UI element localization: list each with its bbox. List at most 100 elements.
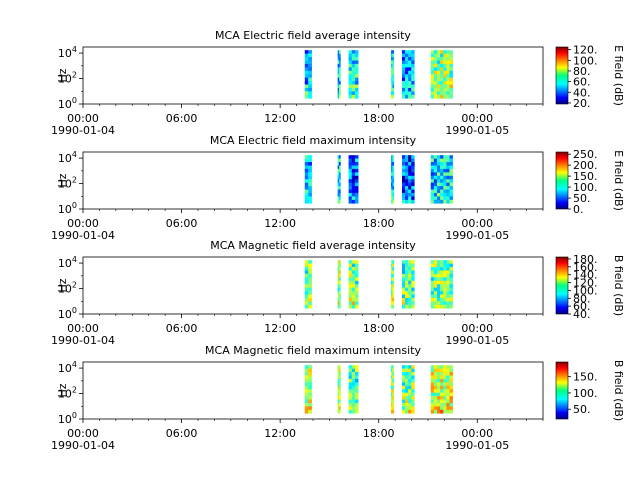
spectrogram-cell: [348, 199, 353, 204]
spectrogram-cell: [351, 375, 356, 380]
spectrogram-cell: [351, 199, 356, 204]
spectrogram-cell: [446, 189, 450, 194]
spectrogram-cell: [354, 378, 359, 383]
spectrogram-cell: [408, 399, 412, 404]
spectrogram-cell: [348, 402, 353, 407]
spectrogram-cell: [443, 175, 447, 180]
spectrogram-cell: [408, 186, 412, 190]
spectrogram-cell: [337, 301, 340, 306]
spectrogram-cell: [339, 378, 341, 383]
spectrogram-cell: [392, 192, 395, 197]
colorbar-tick-label: 0.: [573, 203, 584, 216]
spectrogram-cell: [351, 301, 356, 306]
spectrogram-cell: [339, 192, 341, 197]
spectrogram-cell: [430, 304, 435, 309]
x-tick-label: 00:00: [67, 322, 99, 335]
spectrogram-cell: [411, 389, 415, 393]
spectrogram-cell: [304, 196, 309, 201]
spectrogram-cell: [443, 182, 447, 187]
spectrogram-cell: [339, 63, 341, 68]
spectrogram-cell: [443, 260, 447, 264]
spectrogram-cell: [339, 172, 341, 177]
spectrogram-cell: [401, 50, 406, 54]
spectrogram-cell: [339, 392, 341, 397]
spectrogram-cell: [405, 168, 409, 173]
spectrogram-cell: [351, 60, 356, 65]
spectrogram-cell: [337, 186, 340, 190]
spectrogram-cell: [405, 196, 409, 201]
spectrogram-cell: [304, 280, 309, 285]
spectrogram-cell: [304, 50, 309, 54]
spectrogram-cell: [304, 94, 309, 99]
spectrogram-cell: [411, 182, 415, 187]
spectrogram-cell: [337, 179, 340, 183]
spectrogram-cell: [308, 263, 312, 268]
spectrogram-cell: [308, 67, 312, 72]
spectrogram-cell: [304, 294, 309, 299]
spectrogram-cell: [348, 399, 353, 404]
spectrogram-cell: [405, 50, 409, 54]
spectrogram-cell: [304, 270, 309, 275]
spectrogram-cell: [440, 260, 444, 264]
spectrogram-cell: [449, 284, 453, 288]
spectrogram-cell: [391, 91, 393, 96]
spectrogram-cell: [443, 304, 447, 309]
panel-3: MCA Magnetic field average intensity 100 1…: [51, 239, 625, 347]
spectrogram-cell: [411, 287, 415, 292]
spectrogram-cell: [304, 301, 309, 306]
spectrogram-cell: [449, 277, 453, 282]
spectrogram-cell: [443, 372, 447, 376]
spectrogram-cell: [392, 165, 395, 170]
x-date-label: 1990-01-05: [445, 124, 509, 137]
spectrogram-cell: [401, 91, 406, 96]
y-tick-label: 102: [58, 386, 77, 401]
spectrogram-cell: [440, 389, 444, 393]
spectrogram-cell: [351, 392, 356, 397]
spectrogram-cell: [401, 368, 406, 373]
spectrogram-cell: [354, 158, 359, 163]
spectrogram-cell: [433, 165, 438, 170]
spectrogram-cell: [430, 172, 435, 177]
spectrogram-cell: [339, 304, 341, 309]
spectrogram-cell: [411, 162, 415, 166]
spectrogram-cell: [304, 406, 309, 411]
spectrogram-cell: [401, 182, 406, 187]
spectrogram-cell: [337, 291, 340, 295]
spectrogram-cell: [430, 196, 435, 201]
spectrogram-cell: [443, 70, 447, 75]
spectrogram-cell: [433, 409, 438, 414]
spectrogram-cell: [443, 91, 447, 96]
spectrogram-cell: [304, 77, 309, 82]
spectrogram-cell: [337, 70, 340, 75]
spectrogram-cell: [351, 67, 356, 72]
spectrogram-cell: [411, 179, 415, 183]
spectrogram-cell: [392, 186, 395, 190]
spectrogram-cell: [446, 57, 450, 61]
spectrogram-cell: [354, 199, 359, 204]
spectrogram-cell: [443, 294, 447, 299]
panel-2: MCA Electric field maximum intensity 100 1…: [51, 134, 625, 242]
spectrogram-cell: [449, 260, 453, 264]
colorbar-label: B field (dB): [612, 255, 625, 316]
panel-title: MCA Magnetic field average intensity: [210, 239, 416, 252]
spectrogram-cell: [449, 74, 453, 78]
spectrogram-cell: [308, 382, 312, 387]
spectrogram-cell: [443, 199, 447, 204]
colorbar-label: E field (dB): [612, 45, 625, 106]
spectrogram-cell: [437, 277, 441, 282]
spectrogram-cell: [449, 182, 453, 187]
spectrogram-cell: [391, 291, 393, 295]
spectrogram-cell: [354, 389, 359, 393]
spectrogram-cell: [348, 375, 353, 380]
spectrogram-cell: [449, 294, 453, 299]
axes-frame: [82, 256, 544, 315]
spectrogram-cell: [354, 396, 359, 400]
spectrogram-cell: [430, 189, 435, 194]
panel-1: MCA Electric field average intensity 100 1…: [51, 29, 625, 137]
spectrogram-cell: [308, 406, 312, 411]
spectrogram-cell: [308, 155, 312, 159]
spectrogram-cell: [392, 94, 395, 99]
spectrogram: [304, 260, 453, 309]
spectrogram-cell: [339, 77, 341, 82]
spectrogram-cell: [440, 199, 444, 204]
